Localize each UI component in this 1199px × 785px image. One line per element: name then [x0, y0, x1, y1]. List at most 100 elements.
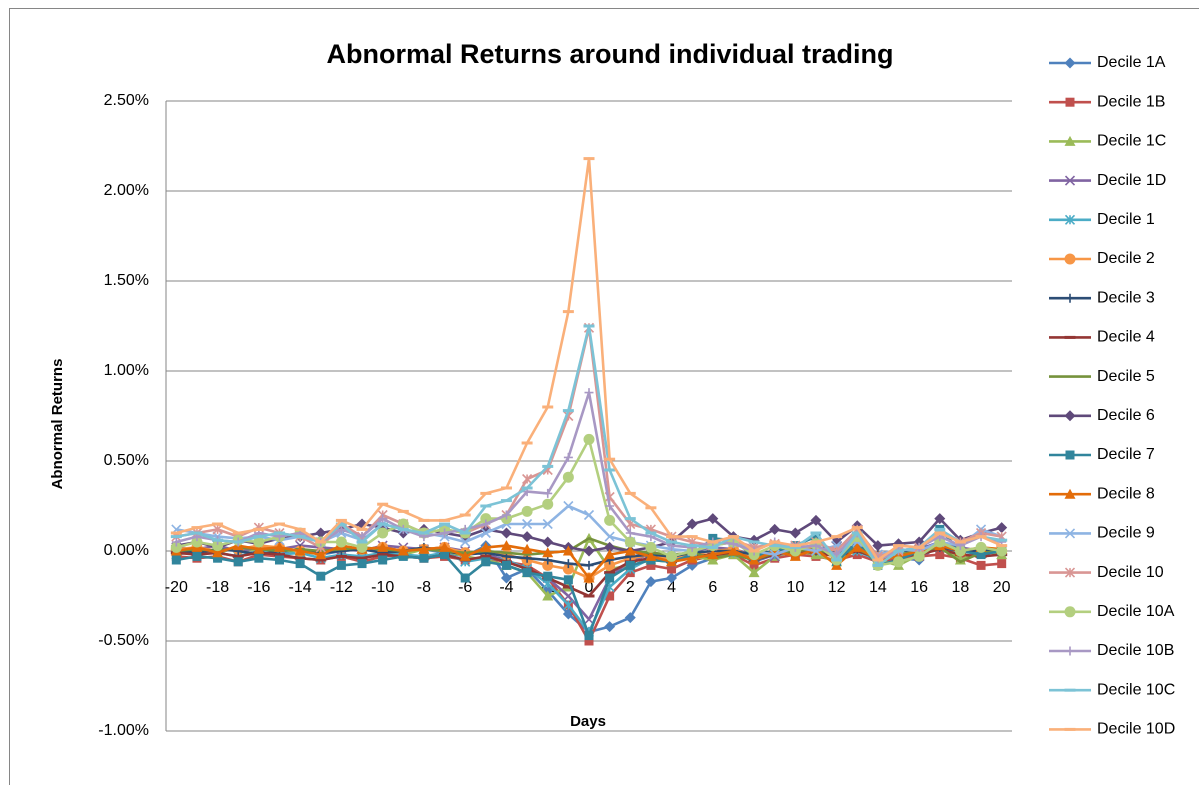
marker: [667, 564, 677, 574]
marker: [522, 473, 533, 485]
marker: [563, 452, 573, 462]
marker: [624, 545, 636, 556]
x-tick-label: -8: [417, 579, 431, 596]
marker: [893, 544, 905, 548]
marker: [789, 527, 801, 539]
marker: [666, 540, 678, 544]
legend-label: Decile 6: [1097, 407, 1155, 424]
marker: [273, 541, 285, 552]
marker: [378, 514, 388, 524]
marker: [480, 527, 491, 539]
marker: [976, 560, 986, 570]
marker: [273, 553, 285, 557]
marker: [212, 522, 224, 526]
marker: [480, 491, 492, 495]
marker: [1065, 293, 1075, 303]
marker: [171, 555, 181, 565]
marker: [583, 545, 595, 557]
marker: [583, 509, 595, 521]
marker: [335, 518, 347, 522]
marker: [563, 559, 573, 569]
legend-label: Decile 8: [1097, 485, 1155, 502]
x-tick-label: 8: [750, 579, 759, 596]
marker: [232, 554, 244, 558]
marker: [851, 541, 863, 552]
marker: [769, 549, 780, 560]
legend-label: Decile 10: [1097, 564, 1164, 581]
marker: [707, 540, 719, 544]
marker: [1064, 567, 1076, 578]
marker: [1064, 335, 1076, 339]
marker: [171, 537, 181, 547]
legend-label: Decile 10A: [1097, 603, 1175, 620]
marker: [542, 518, 553, 530]
marker: [253, 543, 265, 554]
marker: [542, 547, 554, 558]
marker: [810, 531, 822, 535]
marker: [212, 547, 224, 558]
marker: [996, 538, 1008, 542]
marker: [294, 527, 306, 531]
marker: [295, 559, 305, 569]
marker: [583, 433, 595, 445]
marker: [727, 535, 739, 539]
marker: [439, 518, 451, 522]
marker: [646, 560, 656, 570]
marker: [976, 550, 986, 560]
x-tick-label: -12: [330, 579, 353, 596]
marker: [273, 531, 285, 535]
marker: [604, 457, 616, 461]
marker: [500, 540, 512, 551]
marker: [459, 550, 471, 561]
marker: [459, 513, 471, 517]
marker: [397, 527, 409, 531]
y-tick-label: -0.50%: [98, 632, 149, 649]
y-axis-label: Abnormal Returns: [49, 359, 66, 490]
marker: [563, 590, 574, 602]
marker: [604, 549, 616, 560]
x-tick-label: -4: [499, 579, 513, 596]
marker: [913, 545, 925, 549]
marker: [191, 531, 203, 535]
marker: [294, 545, 306, 556]
marker: [562, 471, 574, 483]
marker: [934, 527, 946, 531]
marker: [377, 527, 389, 539]
legend-label: Decile 9: [1097, 525, 1155, 542]
legend-label: Decile 1A: [1097, 54, 1166, 71]
marker: [810, 540, 822, 544]
marker: [377, 522, 389, 526]
marker: [1065, 450, 1075, 460]
marker: [1064, 688, 1076, 692]
marker: [542, 536, 554, 548]
marker: [645, 506, 657, 510]
marker: [294, 556, 306, 560]
marker: [872, 563, 884, 567]
x-tick-label: 4: [667, 579, 676, 596]
marker: [727, 545, 739, 556]
marker: [563, 575, 573, 585]
marker: [563, 500, 574, 512]
marker: [480, 504, 492, 508]
marker: [294, 535, 306, 539]
x-axis-label: Days: [570, 713, 606, 730]
marker: [480, 513, 492, 525]
legend-label: Decile 10C: [1097, 681, 1175, 698]
marker: [1064, 488, 1076, 499]
marker: [605, 573, 615, 583]
marker: [584, 636, 594, 646]
marker: [418, 518, 430, 522]
marker: [542, 405, 554, 409]
x-tick-label: -14: [289, 579, 312, 596]
marker: [934, 531, 946, 535]
x-tick-label: 0: [585, 579, 594, 596]
marker: [563, 599, 574, 611]
marker: [769, 544, 781, 548]
marker: [1064, 57, 1076, 69]
marker: [357, 532, 367, 542]
marker: [583, 572, 595, 583]
marker: [935, 550, 945, 560]
marker: [624, 491, 636, 495]
marker: [686, 544, 698, 548]
